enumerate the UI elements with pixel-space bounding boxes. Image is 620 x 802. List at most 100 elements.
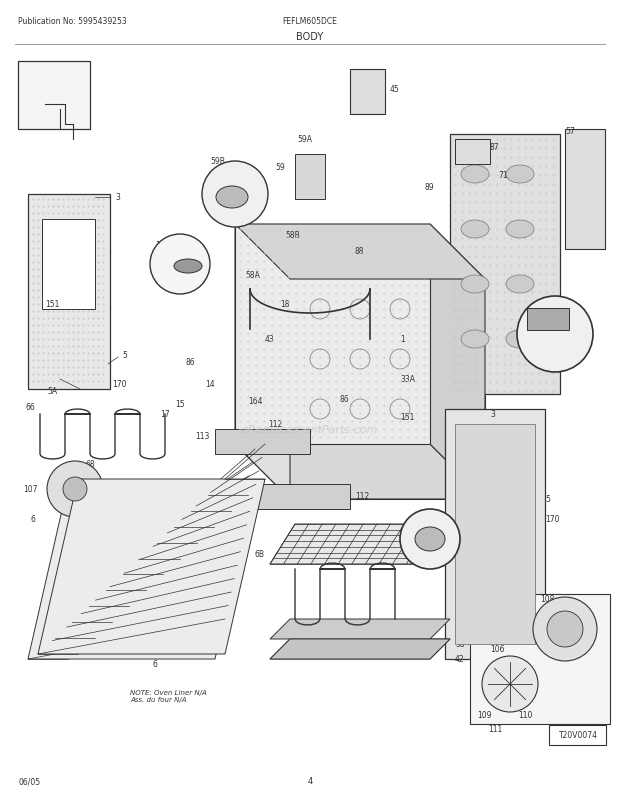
FancyBboxPatch shape (549, 725, 606, 745)
Polygon shape (470, 594, 610, 724)
Text: 3: 3 (115, 193, 120, 202)
Circle shape (47, 461, 103, 517)
Polygon shape (235, 225, 430, 444)
Text: 106: 106 (490, 645, 504, 654)
Text: 63: 63 (537, 347, 547, 356)
Text: 113: 113 (196, 432, 210, 441)
Text: 59B: 59B (210, 157, 225, 166)
Text: 59: 59 (275, 162, 285, 172)
Polygon shape (455, 424, 535, 644)
Circle shape (547, 611, 583, 647)
Ellipse shape (415, 528, 445, 551)
Ellipse shape (461, 276, 489, 294)
FancyBboxPatch shape (18, 62, 90, 130)
Polygon shape (565, 130, 605, 249)
Polygon shape (38, 480, 265, 654)
Text: 164: 164 (248, 397, 262, 406)
Text: 15: 15 (175, 400, 185, 409)
Text: 5: 5 (545, 495, 550, 504)
Polygon shape (445, 410, 545, 659)
Text: eReplacementParts.com: eReplacementParts.com (242, 424, 378, 435)
Polygon shape (290, 280, 485, 500)
Text: T20V0074: T20V0074 (559, 731, 598, 739)
Text: 108: 108 (540, 595, 554, 604)
Text: FEFLM605DCE: FEFLM605DCE (283, 18, 337, 26)
Circle shape (63, 477, 87, 501)
Circle shape (202, 162, 268, 228)
Ellipse shape (461, 330, 489, 349)
Text: 112: 112 (355, 492, 370, 501)
Polygon shape (455, 140, 490, 164)
Text: 68: 68 (85, 460, 95, 469)
Text: 111: 111 (488, 724, 502, 734)
Circle shape (517, 297, 593, 373)
Polygon shape (215, 429, 310, 455)
Text: 5A: 5A (47, 387, 57, 396)
Ellipse shape (506, 221, 534, 239)
Text: 112: 112 (268, 420, 282, 429)
Text: 151: 151 (400, 413, 414, 422)
Polygon shape (350, 70, 385, 115)
Polygon shape (270, 639, 450, 659)
Ellipse shape (506, 276, 534, 294)
Text: 59A: 59A (298, 136, 312, 144)
Text: 151: 151 (45, 300, 59, 309)
Text: 33A: 33A (400, 375, 415, 384)
Polygon shape (235, 225, 485, 280)
Polygon shape (270, 525, 445, 565)
Text: 86: 86 (340, 395, 350, 404)
Text: 4: 4 (308, 776, 312, 785)
Ellipse shape (461, 221, 489, 239)
Circle shape (482, 656, 538, 712)
Text: 42: 42 (455, 654, 464, 664)
Ellipse shape (216, 187, 248, 209)
Text: 58B: 58B (285, 230, 299, 239)
Circle shape (400, 509, 460, 569)
Text: 5: 5 (122, 351, 127, 360)
Polygon shape (28, 484, 255, 659)
Text: 58A: 58A (245, 270, 260, 279)
Polygon shape (235, 225, 290, 500)
Polygon shape (42, 220, 95, 310)
Text: 3: 3 (490, 410, 495, 419)
Polygon shape (450, 135, 560, 395)
Text: 89: 89 (425, 184, 435, 192)
Text: 170: 170 (112, 380, 126, 389)
Text: 109: 109 (477, 711, 491, 719)
Text: 110: 110 (518, 711, 532, 719)
Ellipse shape (461, 166, 489, 184)
Circle shape (150, 235, 210, 294)
Text: 113: 113 (237, 492, 252, 501)
Text: 21: 21 (67, 71, 77, 79)
Text: 06/05: 06/05 (18, 776, 40, 785)
Text: 107: 107 (24, 485, 38, 494)
Text: 58: 58 (455, 640, 464, 649)
Text: 6: 6 (153, 660, 157, 669)
Text: 18: 18 (280, 300, 290, 309)
Text: NOTE: Oven Liner N/A
Ass. du four N/A: NOTE: Oven Liner N/A Ass. du four N/A (130, 689, 206, 702)
Text: 12: 12 (155, 241, 165, 249)
Text: 5A: 5A (410, 515, 420, 524)
Text: 6B: 6B (255, 550, 265, 559)
Polygon shape (235, 444, 485, 500)
Text: 66: 66 (25, 403, 35, 412)
Text: 1: 1 (400, 335, 405, 344)
FancyBboxPatch shape (527, 309, 569, 330)
Polygon shape (255, 484, 350, 509)
Polygon shape (430, 225, 485, 500)
Polygon shape (270, 619, 450, 639)
Text: 170: 170 (545, 515, 559, 524)
Text: 8A: 8A (455, 625, 465, 634)
Text: 6: 6 (30, 515, 35, 524)
Text: 43: 43 (265, 335, 275, 344)
Polygon shape (28, 195, 110, 390)
Polygon shape (295, 155, 325, 200)
Text: BODY: BODY (296, 32, 324, 42)
Text: 86: 86 (185, 358, 195, 367)
Text: 57: 57 (565, 128, 575, 136)
Ellipse shape (506, 166, 534, 184)
Polygon shape (270, 639, 450, 659)
Ellipse shape (174, 260, 202, 273)
Circle shape (533, 597, 597, 661)
Text: 62: 62 (560, 305, 570, 314)
